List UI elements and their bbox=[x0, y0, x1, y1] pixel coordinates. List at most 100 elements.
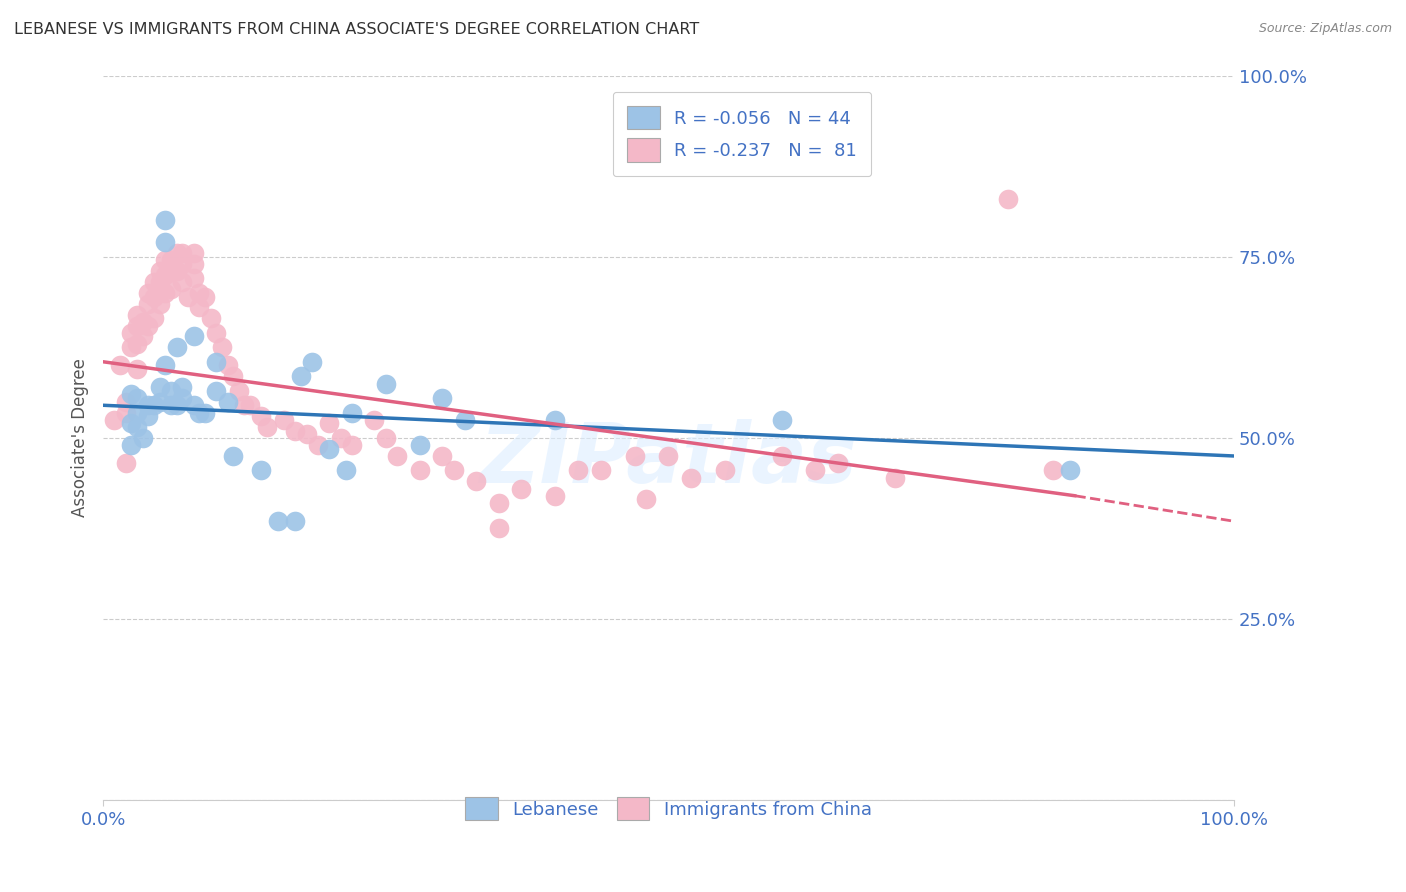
Point bbox=[340, 405, 363, 419]
Point bbox=[131, 431, 153, 445]
Point bbox=[770, 449, 793, 463]
Point bbox=[149, 380, 172, 394]
Point bbox=[681, 471, 703, 485]
Point bbox=[183, 329, 205, 343]
Text: ZIPatlas: ZIPatlas bbox=[479, 419, 858, 500]
Legend: Lebanese, Immigrants from China: Lebanese, Immigrants from China bbox=[451, 782, 886, 835]
Point bbox=[183, 271, 205, 285]
Point bbox=[108, 359, 131, 373]
Point bbox=[172, 246, 194, 260]
Point bbox=[155, 268, 177, 282]
Point bbox=[250, 409, 273, 424]
Point bbox=[155, 213, 177, 227]
Point bbox=[329, 431, 352, 445]
Point bbox=[143, 311, 166, 326]
Point bbox=[183, 398, 205, 412]
Point bbox=[120, 340, 142, 354]
Point bbox=[233, 398, 256, 412]
Point bbox=[465, 475, 488, 489]
Point bbox=[634, 492, 657, 507]
Point bbox=[120, 417, 142, 431]
Point bbox=[432, 449, 454, 463]
Point bbox=[443, 463, 465, 477]
Point bbox=[301, 355, 323, 369]
Point bbox=[155, 235, 177, 250]
Point bbox=[143, 398, 166, 412]
Point bbox=[544, 489, 567, 503]
Point bbox=[211, 340, 233, 354]
Point bbox=[166, 264, 188, 278]
Point bbox=[222, 369, 245, 384]
Point bbox=[228, 384, 250, 398]
Point bbox=[155, 285, 177, 300]
Point bbox=[273, 413, 295, 427]
Point bbox=[166, 246, 188, 260]
Point bbox=[131, 315, 153, 329]
Text: Source: ZipAtlas.com: Source: ZipAtlas.com bbox=[1258, 22, 1392, 36]
Point bbox=[125, 308, 148, 322]
Point bbox=[166, 340, 188, 354]
Point bbox=[155, 359, 177, 373]
Point bbox=[125, 391, 148, 405]
Point bbox=[804, 463, 827, 477]
Point bbox=[183, 246, 205, 260]
Point bbox=[488, 521, 510, 535]
Point bbox=[205, 326, 228, 340]
Point bbox=[114, 394, 136, 409]
Point bbox=[114, 456, 136, 470]
Point bbox=[222, 449, 245, 463]
Point bbox=[125, 362, 148, 376]
Point bbox=[138, 285, 160, 300]
Point bbox=[374, 376, 396, 391]
Point bbox=[883, 471, 905, 485]
Point bbox=[166, 398, 188, 412]
Point bbox=[103, 413, 125, 427]
Point bbox=[120, 438, 142, 452]
Point bbox=[385, 449, 408, 463]
Point bbox=[1059, 463, 1081, 477]
Point bbox=[194, 405, 217, 419]
Point bbox=[488, 496, 510, 510]
Point bbox=[138, 297, 160, 311]
Point bbox=[188, 285, 211, 300]
Point bbox=[143, 289, 166, 303]
Point bbox=[714, 463, 737, 477]
Point bbox=[510, 482, 533, 496]
Point bbox=[290, 369, 312, 384]
Point bbox=[432, 391, 454, 405]
Point bbox=[544, 413, 567, 427]
Point bbox=[131, 329, 153, 343]
Point bbox=[172, 275, 194, 289]
Point bbox=[239, 398, 262, 412]
Point bbox=[160, 282, 183, 296]
Point bbox=[143, 275, 166, 289]
Point bbox=[295, 427, 318, 442]
Point bbox=[454, 413, 477, 427]
Point bbox=[188, 405, 211, 419]
Point bbox=[149, 264, 172, 278]
Point bbox=[138, 409, 160, 424]
Point bbox=[205, 384, 228, 398]
Point bbox=[827, 456, 849, 470]
Point bbox=[172, 257, 194, 271]
Point bbox=[250, 463, 273, 477]
Point bbox=[340, 438, 363, 452]
Point bbox=[188, 301, 211, 315]
Point bbox=[200, 311, 222, 326]
Point bbox=[284, 514, 307, 528]
Point bbox=[374, 431, 396, 445]
Point bbox=[149, 394, 172, 409]
Point bbox=[114, 405, 136, 419]
Point bbox=[335, 463, 357, 477]
Point bbox=[120, 326, 142, 340]
Point bbox=[770, 413, 793, 427]
Point bbox=[589, 463, 612, 477]
Point bbox=[160, 253, 183, 268]
Point bbox=[120, 387, 142, 401]
Point bbox=[138, 398, 160, 412]
Point bbox=[363, 413, 385, 427]
Text: LEBANESE VS IMMIGRANTS FROM CHINA ASSOCIATE'S DEGREE CORRELATION CHART: LEBANESE VS IMMIGRANTS FROM CHINA ASSOCI… bbox=[14, 22, 699, 37]
Point bbox=[177, 289, 200, 303]
Point bbox=[409, 463, 432, 477]
Point bbox=[567, 463, 589, 477]
